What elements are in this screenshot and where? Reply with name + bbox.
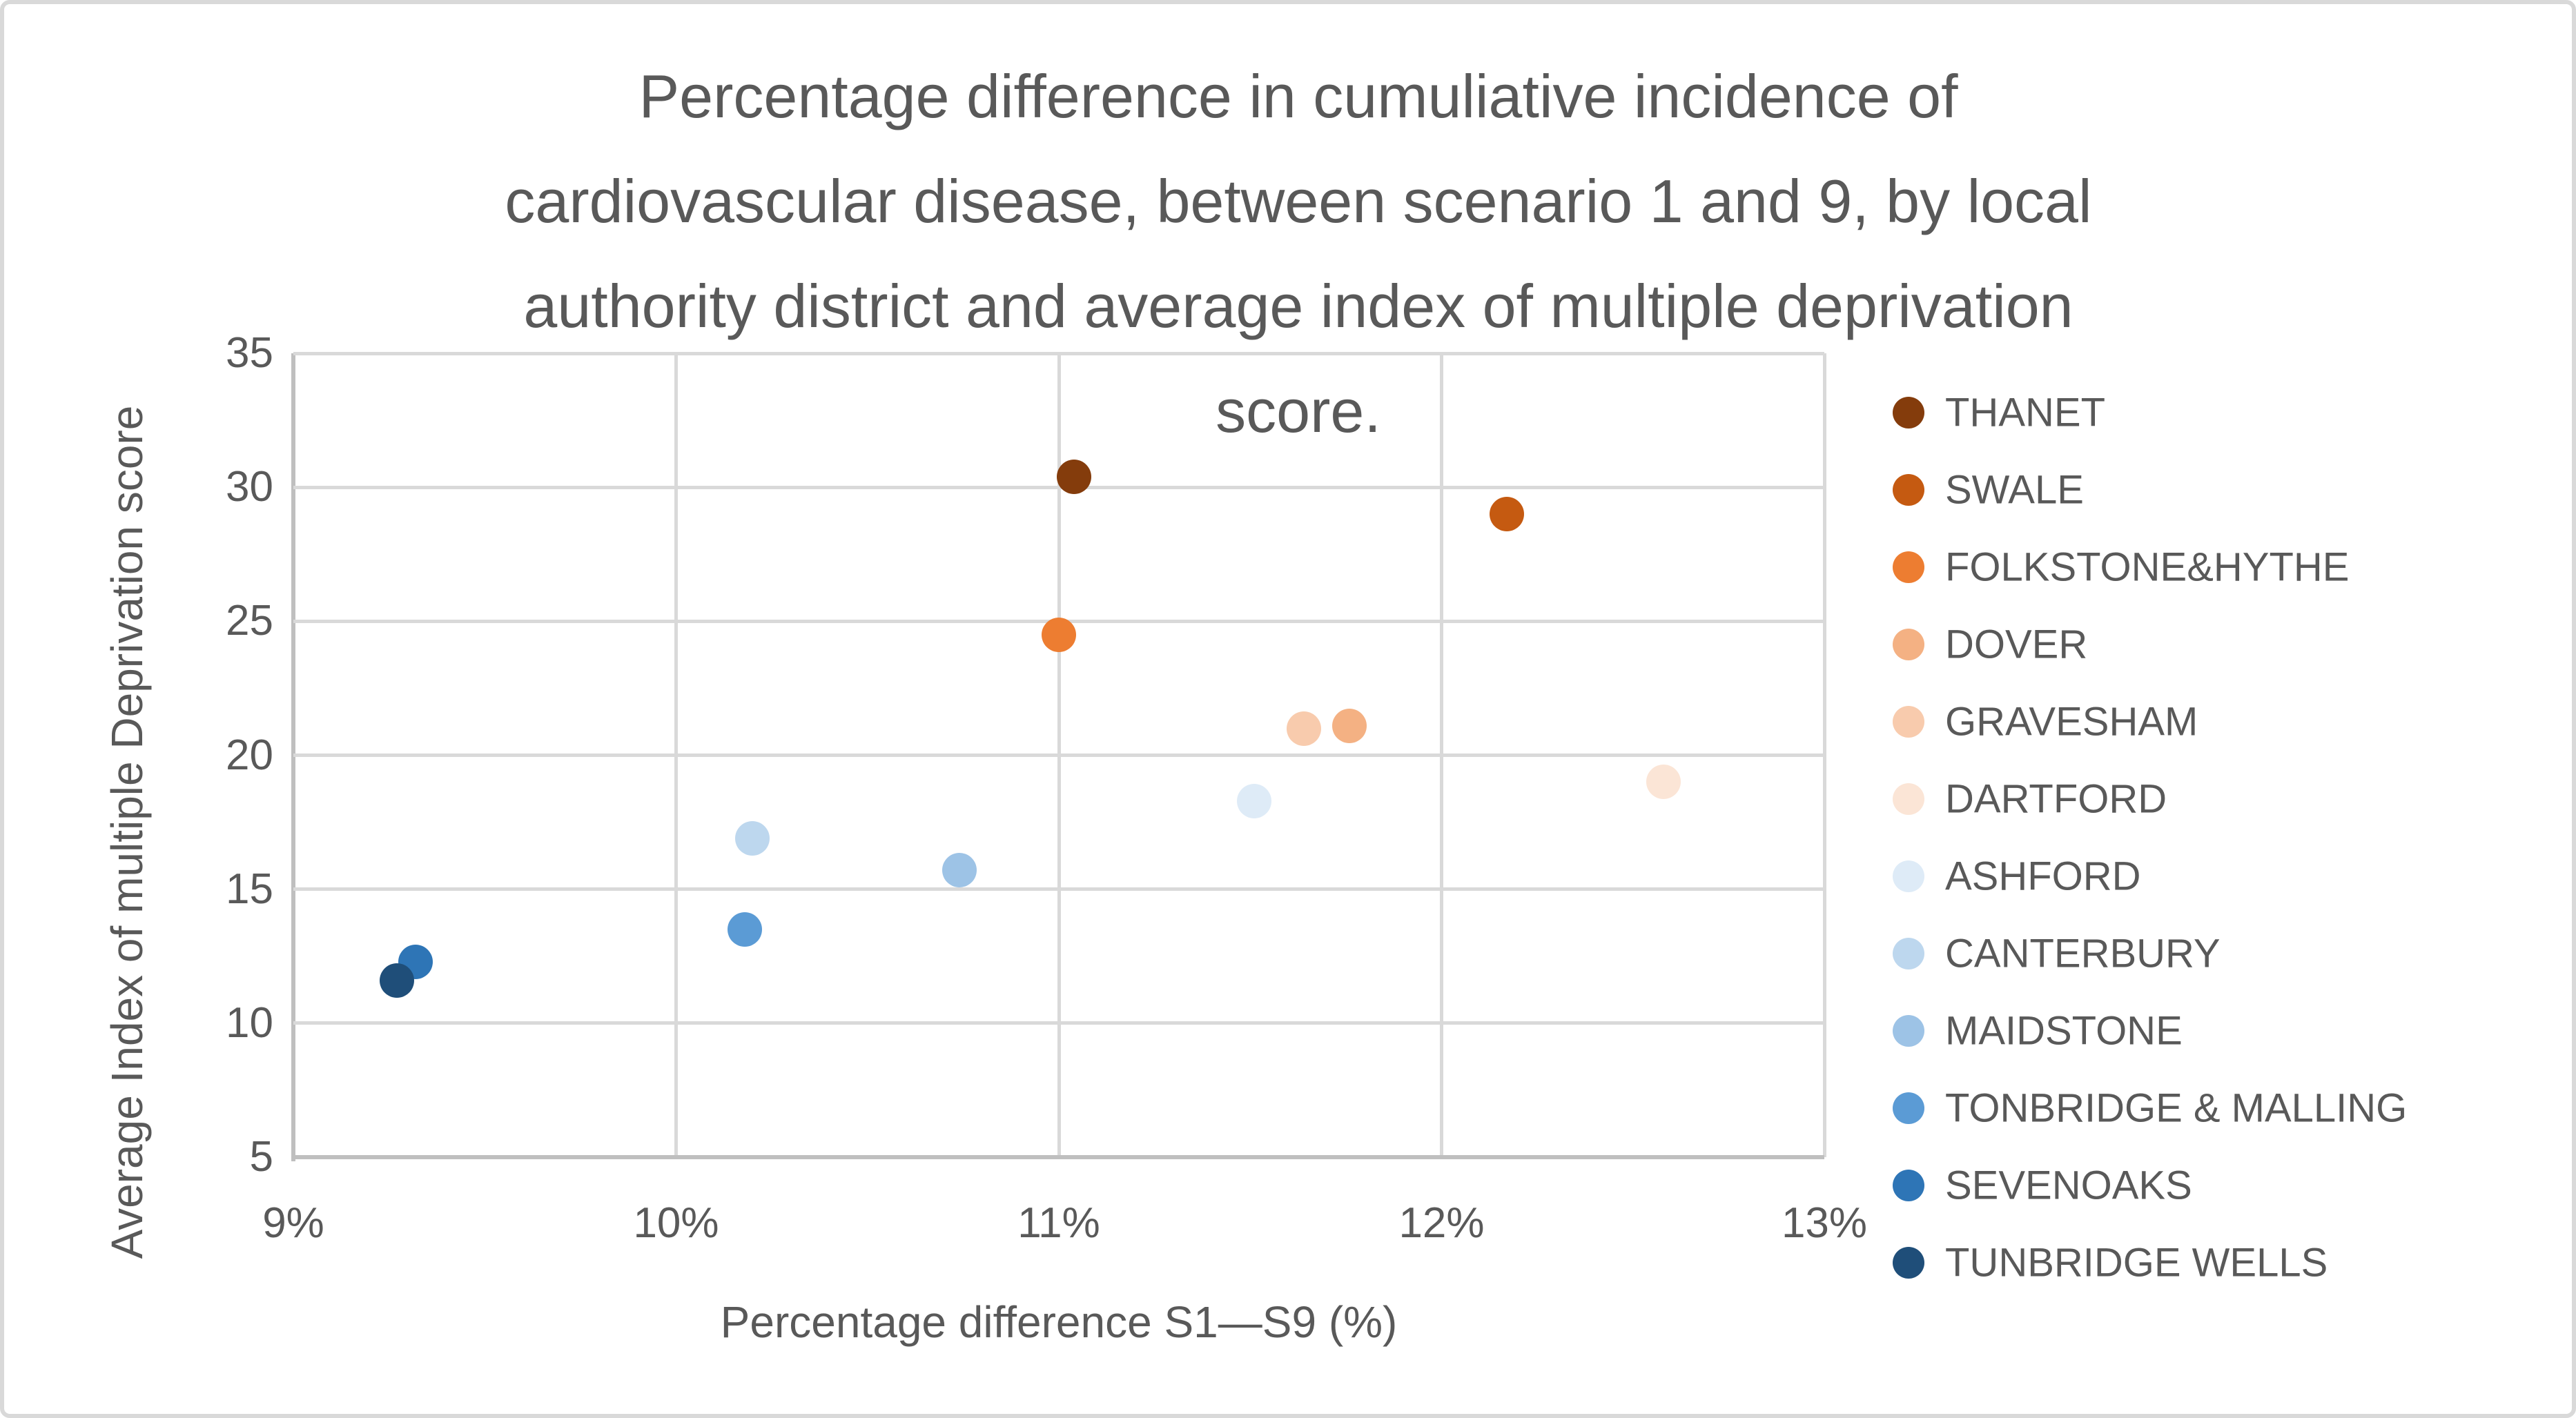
x-axis-title: Percentage difference S1—S9 (%) <box>720 1297 1398 1347</box>
legend-label-canterbury: CANTERBURY <box>1945 931 2221 976</box>
legend-marker-gravesham <box>1893 706 1924 738</box>
data-point-thanet[interactable] <box>1057 459 1092 494</box>
legend-label-gravesham: GRAVESHAM <box>1945 699 2198 745</box>
gridline-x-13 <box>1822 353 1826 1157</box>
legend-marker-swale <box>1893 474 1924 506</box>
y-tick-label-15: 15 <box>226 865 273 913</box>
y-tick-label-25: 25 <box>226 597 273 645</box>
legend-label-tunbridge-wells: TUNBRIDGE WELLS <box>1945 1240 2328 1286</box>
data-point-tonbridge-malling[interactable] <box>728 912 763 947</box>
legend-label-thanet: THANET <box>1945 390 2105 435</box>
legend-marker-canterbury <box>1893 938 1924 969</box>
gridline-y-30 <box>293 485 1824 489</box>
x-tick-label-10: 10% <box>633 1199 719 1247</box>
legend-label-tonbridge-malling: TONBRIDGE & MALLING <box>1945 1085 2408 1131</box>
data-point-folkstone-hythe[interactable] <box>1042 617 1076 652</box>
legend-label-maidstone: MAIDSTONE <box>1945 1008 2183 1054</box>
y-tick-label-10: 10 <box>226 998 273 1047</box>
legend-label-swale: SWALE <box>1945 467 2084 513</box>
legend-marker-tonbridge-malling <box>1893 1092 1924 1124</box>
y-tick-label-5: 5 <box>249 1133 273 1181</box>
data-point-dover[interactable] <box>1332 708 1367 743</box>
legend-label-folkstone-hythe: FOLKSTONE&HYTHE <box>1945 544 2350 590</box>
legend-marker-maidstone <box>1893 1015 1924 1047</box>
data-point-ashford[interactable] <box>1236 783 1271 818</box>
y-tick-label-35: 35 <box>226 329 273 377</box>
y-tick-label-20: 20 <box>226 731 273 779</box>
data-point-layer <box>4 4 2572 1414</box>
x-tick-label-11: 11% <box>1017 1199 1100 1247</box>
chart-legend: THANET SWALE FOLKSTONE&HYTHE DOVER GRAVESHAM… <box>4 4 2572 1414</box>
gridline-y-20 <box>293 754 1824 757</box>
data-point-tunbridge-wells[interactable] <box>379 963 414 998</box>
legend-marker-dover <box>1893 629 1924 660</box>
legend-label-ashford: ASHFORD <box>1945 854 2141 899</box>
data-point-maidstone[interactable] <box>941 853 977 888</box>
gridline-y-15 <box>293 887 1824 892</box>
legend-marker-dartford <box>1893 783 1924 815</box>
gridline-y-10 <box>293 1021 1824 1025</box>
data-point-gravesham[interactable] <box>1286 711 1321 746</box>
legend-marker-ashford <box>1893 860 1924 892</box>
plot-grid-layer <box>4 4 2572 1414</box>
x-axis-line <box>293 1155 1824 1159</box>
y-axis-title: Average Index of multiple Deprivation sc… <box>102 405 152 1259</box>
legend-label-dartford: DARTFORD <box>1945 776 2167 822</box>
gridline-y-35 <box>293 351 1824 355</box>
legend-marker-tunbridge-wells <box>1893 1247 1924 1279</box>
legend-marker-sevenoaks <box>1893 1170 1924 1201</box>
data-point-dartford[interactable] <box>1646 765 1681 800</box>
legend-marker-thanet <box>1893 397 1924 429</box>
y-tick-label-30: 30 <box>226 463 273 511</box>
legend-label-sevenoaks: SEVENOAKS <box>1945 1163 2192 1208</box>
legend-label-dover: DOVER <box>1945 622 2088 667</box>
data-point-canterbury[interactable] <box>735 820 770 856</box>
y-axis-line <box>291 353 295 1161</box>
axis-tick-layer: 9% 10% 11% 12% 13% 5 10 15 20 25 30 35 <box>4 4 2572 1414</box>
x-tick-label-9: 9% <box>262 1199 324 1247</box>
x-tick-label-13: 13% <box>1781 1199 1868 1247</box>
data-point-swale[interactable] <box>1489 497 1524 531</box>
legend-marker-folkstone-hythe <box>1893 551 1924 583</box>
x-tick-label-12: 12% <box>1398 1199 1485 1247</box>
